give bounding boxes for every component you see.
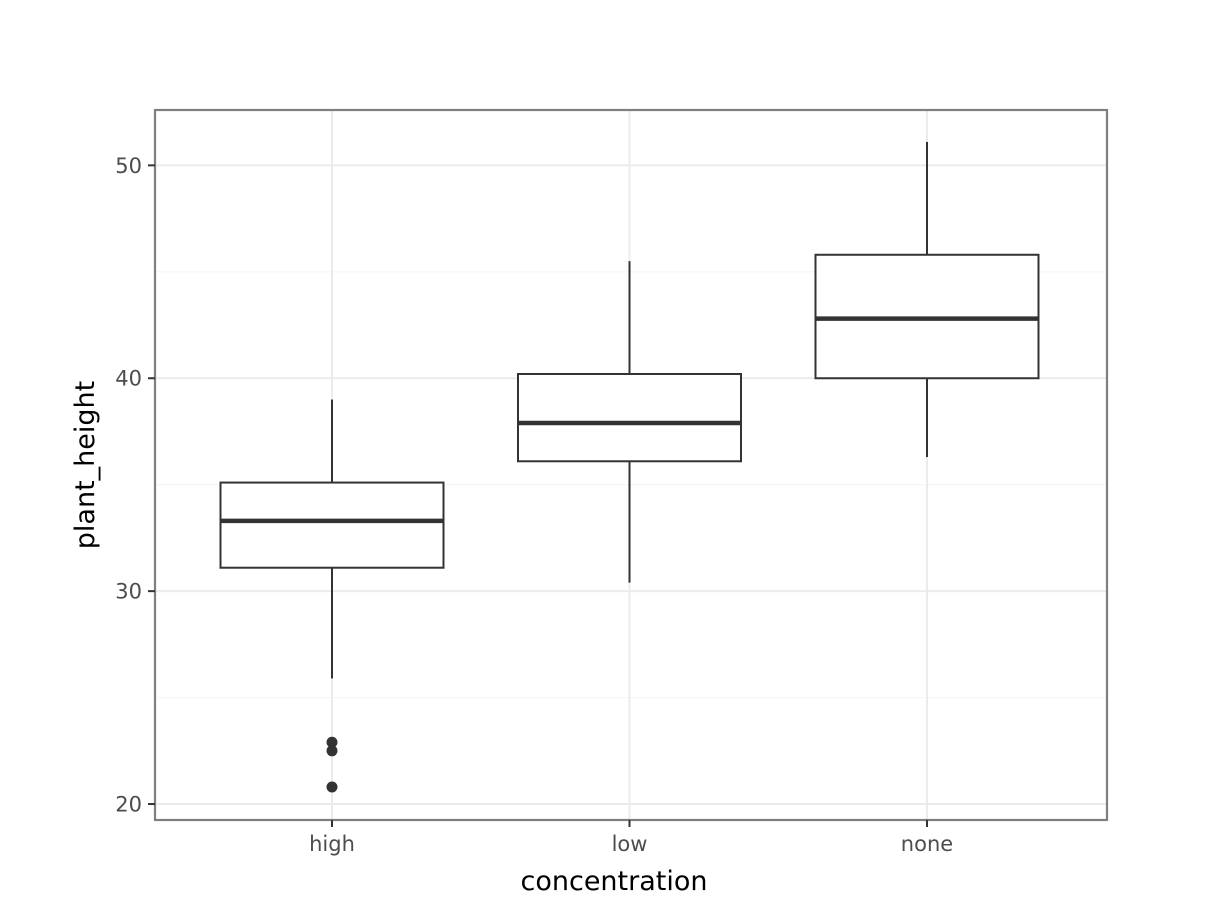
x-tick-label: low (612, 832, 648, 856)
x-tick-label: high (309, 832, 355, 856)
outlier-point (326, 736, 338, 748)
panel-background (155, 110, 1107, 820)
x-axis-title: concentration (521, 866, 708, 897)
box-iqr (219, 481, 445, 569)
y-axis-ticks: 20 30 40 50 (115, 154, 155, 817)
boxes (219, 141, 1040, 793)
y-tick-label: 30 (115, 580, 142, 604)
y-tick-label: 20 (115, 793, 142, 817)
y-tick-label: 40 (115, 367, 142, 391)
box-iqr (517, 372, 742, 463)
y-tick-label: 50 (115, 154, 142, 178)
box-none (814, 141, 1040, 458)
panel-border (153, 108, 1109, 822)
box-low (517, 261, 742, 583)
box-high (219, 399, 445, 793)
outlier-point (326, 745, 338, 757)
x-tick-label: none (901, 832, 953, 856)
y-axis-title: plant_height (70, 381, 101, 549)
outlier-point (326, 781, 338, 793)
x-axis-ticks: high low none (309, 820, 953, 856)
